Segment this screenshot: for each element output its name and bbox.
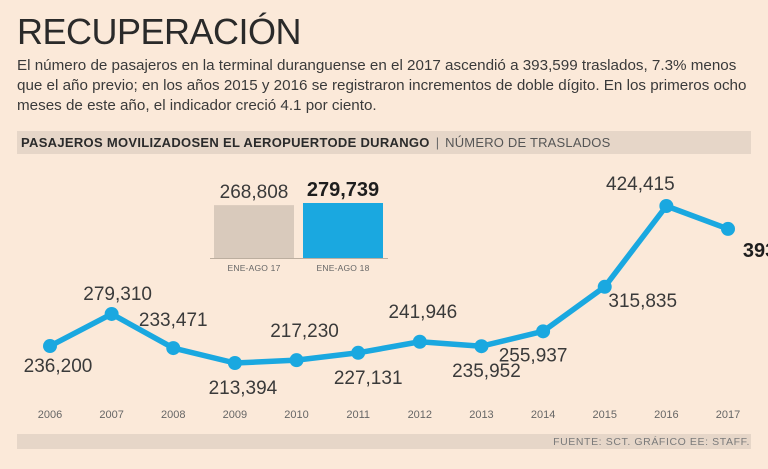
data-point (166, 341, 181, 356)
x-tick-label: 2013 (469, 409, 493, 421)
series-line (47, 203, 731, 366)
data-point (659, 199, 674, 213)
data-label: 255,937 (499, 345, 568, 366)
data-label: 424,415 (606, 174, 675, 195)
source-credit: FUENTE: SCT. GRÁFICO EE: STAFF. (553, 436, 750, 448)
data-label: 235,952 (452, 361, 521, 382)
x-tick-label: 2015 (592, 409, 616, 421)
inset-bar-chart: 268,808 ENE-AGO 17 279,739 ENE-AGO 18 (210, 179, 388, 273)
x-tick-label: 2010 (284, 409, 308, 421)
x-tick-label: 2009 (223, 409, 247, 421)
data-point (227, 356, 242, 370)
subheader-separator: | (435, 135, 440, 150)
chart-subheader: PASAJEROS MOVILIZADOSEN EL AEROPUERTODE … (17, 131, 751, 154)
data-label: 233,471 (139, 310, 208, 331)
line-layer: 236,200 2006 279,310 2007 233,471 2008 213,394… (24, 174, 768, 421)
data-point (43, 339, 57, 354)
data-point (412, 334, 427, 349)
x-tick-label: 2012 (408, 409, 432, 421)
data-label: 236,200 (24, 356, 93, 377)
bar-category-label: ENE-AGO 18 (316, 263, 369, 273)
data-point (289, 353, 304, 368)
page-title: RECUPERACIÓN (17, 11, 302, 52)
x-tick-label: 2016 (654, 409, 678, 421)
x-tick-label: 2006 (38, 409, 62, 421)
x-tick-label: 2007 (99, 409, 123, 421)
data-point (351, 345, 366, 360)
footer-bar (17, 434, 751, 449)
data-label: 217,230 (270, 321, 339, 342)
data-label: 213,394 (209, 378, 278, 399)
data-label: 227,131 (334, 368, 403, 389)
x-tick-label: 2017 (716, 409, 740, 421)
x-tick-label: 2014 (531, 409, 555, 421)
data-point (597, 279, 612, 294)
data-point (104, 306, 119, 321)
intro-paragraph: El número de pasajeros en la terminal du… (17, 57, 747, 114)
chart-unit-label: NÚMERO DE TRASLADOS (445, 135, 611, 150)
bar-category-label: ENE-AGO 17 (227, 263, 280, 273)
data-label: 393,599 (743, 240, 768, 262)
data-label: 279,310 (83, 284, 152, 305)
data-label: 315,835 (608, 291, 677, 312)
data-label: 241,946 (388, 302, 457, 323)
x-tick-label: 2008 (161, 409, 185, 421)
bar (214, 205, 294, 258)
data-point (721, 221, 735, 236)
x-tick-label: 2011 (346, 409, 370, 421)
bar-value-label: 279,739 (307, 179, 379, 201)
bar-value-label: 268,808 (220, 182, 289, 203)
chart-title: PASAJEROS MOVILIZADOSEN EL AEROPUERTODE … (21, 135, 430, 150)
bar (303, 203, 383, 258)
data-point (474, 339, 489, 354)
data-point (536, 324, 551, 339)
